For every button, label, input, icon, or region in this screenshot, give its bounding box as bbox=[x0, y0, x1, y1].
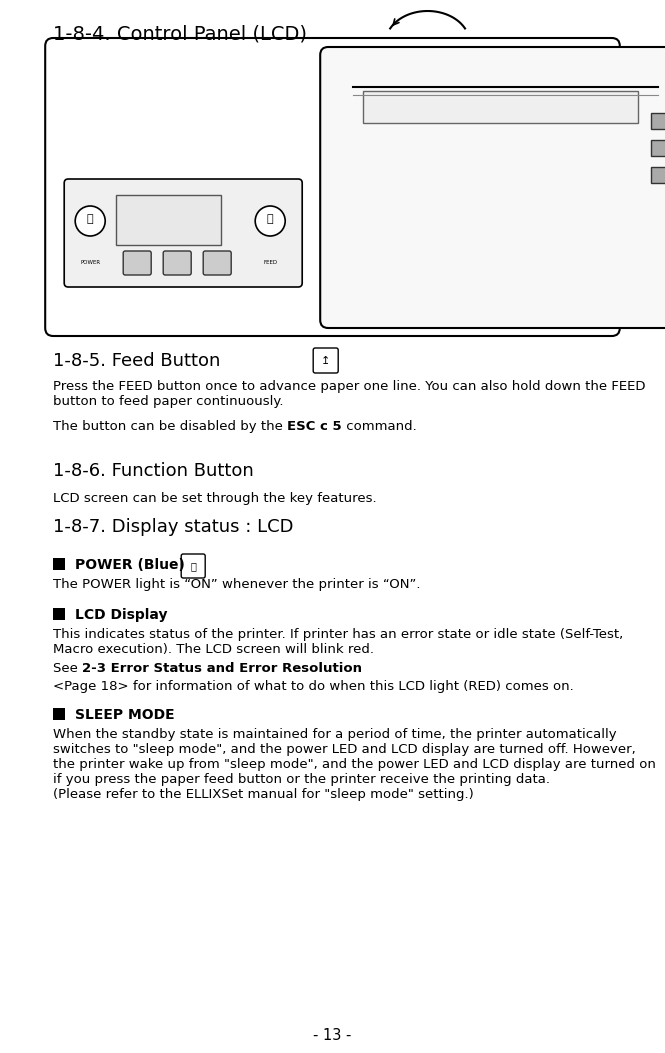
FancyBboxPatch shape bbox=[203, 251, 231, 275]
Text: SLEEP MODE: SLEEP MODE bbox=[75, 708, 175, 722]
Text: POWER: POWER bbox=[80, 260, 100, 265]
Bar bbox=[116, 195, 221, 245]
Bar bbox=[363, 91, 638, 123]
FancyBboxPatch shape bbox=[123, 251, 151, 275]
Text: See: See bbox=[53, 662, 82, 675]
Text: 2-3 Error Status and Error Resolution: 2-3 Error Status and Error Resolution bbox=[82, 662, 362, 675]
Text: LCD screen can be set through the key features.: LCD screen can be set through the key fe… bbox=[53, 492, 377, 505]
Text: POWER (Blue): POWER (Blue) bbox=[75, 558, 185, 572]
Text: ↥: ↥ bbox=[321, 356, 331, 365]
Text: - 13 -: - 13 - bbox=[313, 1028, 352, 1044]
Text: 1-8-5. Feed Button: 1-8-5. Feed Button bbox=[53, 352, 221, 370]
FancyBboxPatch shape bbox=[313, 347, 338, 373]
Text: ⏻: ⏻ bbox=[190, 561, 196, 571]
Bar bbox=[651, 114, 665, 130]
FancyBboxPatch shape bbox=[321, 47, 665, 327]
Bar bbox=[53, 608, 65, 620]
FancyBboxPatch shape bbox=[163, 251, 192, 275]
FancyBboxPatch shape bbox=[45, 38, 620, 336]
FancyBboxPatch shape bbox=[181, 554, 205, 578]
Text: <Page 18> for information of what to do when this LCD light (RED) comes on.: <Page 18> for information of what to do … bbox=[53, 680, 574, 693]
Bar bbox=[651, 140, 665, 156]
Text: This indicates status of the printer. If printer has an error state or idle stat: This indicates status of the printer. If… bbox=[53, 628, 624, 656]
Bar bbox=[651, 167, 665, 183]
FancyBboxPatch shape bbox=[65, 179, 302, 287]
Text: The POWER light is “ON” whenever the printer is “ON”.: The POWER light is “ON” whenever the pri… bbox=[53, 578, 421, 591]
Text: command.: command. bbox=[342, 420, 417, 433]
Circle shape bbox=[75, 206, 105, 236]
Text: ⏻: ⏻ bbox=[87, 214, 94, 224]
Text: 1-8-6. Function Button: 1-8-6. Function Button bbox=[53, 462, 254, 480]
Text: ⏻: ⏻ bbox=[267, 214, 273, 224]
Text: ESC c 5: ESC c 5 bbox=[287, 420, 342, 433]
Bar bbox=[53, 558, 65, 570]
Text: FEED: FEED bbox=[263, 260, 277, 265]
Text: Press the FEED button once to advance paper one line. You can also hold down the: Press the FEED button once to advance pa… bbox=[53, 380, 646, 408]
Circle shape bbox=[255, 206, 285, 236]
Text: 1-8-7. Display status : LCD: 1-8-7. Display status : LCD bbox=[53, 518, 294, 536]
Bar bbox=[53, 708, 65, 720]
Text: LCD Display: LCD Display bbox=[75, 608, 168, 622]
Text: 1-8-4. Control Panel (LCD): 1-8-4. Control Panel (LCD) bbox=[53, 25, 307, 44]
Text: When the standby state is maintained for a period of time, the printer automatic: When the standby state is maintained for… bbox=[53, 728, 656, 801]
Text: The button can be disabled by the: The button can be disabled by the bbox=[53, 420, 287, 433]
